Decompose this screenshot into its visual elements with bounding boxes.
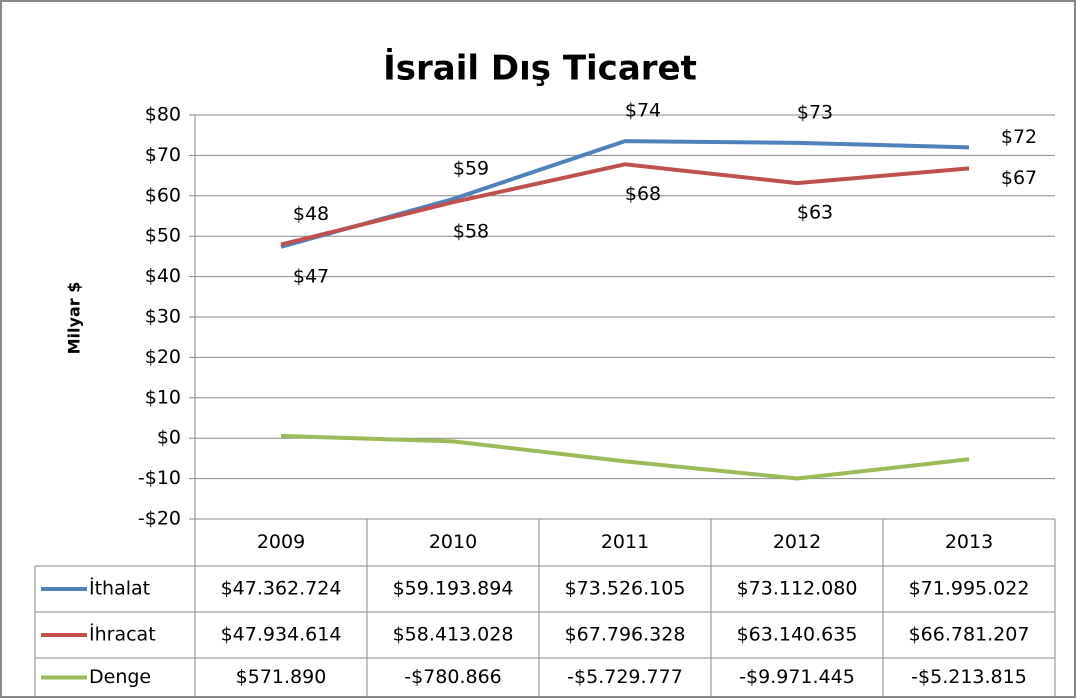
table-cell: $59.193.894 [393,578,514,600]
data-label: $48 [293,203,329,225]
line-series [280,433,970,481]
y-tick-label: $80 [145,104,181,126]
data-label: $47 [293,265,329,287]
data-label: $58 [453,221,489,243]
table-cell: $571.890 [236,666,327,688]
y-tick-label: -$20 [138,508,181,530]
table-cell: $67.796.328 [565,624,686,646]
table-cell: $71.995.022 [909,578,1030,600]
x-tick-label: 2012 [773,531,821,553]
line-series [280,162,970,247]
table-cell: $47.934.614 [221,624,342,646]
data-label: $63 [797,202,833,224]
x-tick-label: 2013 [945,531,993,553]
x-tick-label: 2011 [601,531,649,553]
table-cell: -$5.213.815 [911,666,1027,688]
legend-label: İhracat [89,623,156,646]
x-tick-label: 2010 [429,531,477,553]
chart-title: İsrail Dış Ticaret [383,48,697,89]
table-cell: -$5.729.777 [567,666,683,688]
y-tick-label: $20 [145,346,181,368]
x-tick-label: 2009 [257,531,305,553]
y-tick-label: $40 [145,265,181,287]
data-label: $67 [1001,167,1037,189]
table-cell: $58.413.028 [393,624,514,646]
y-tick-label: -$10 [138,467,181,489]
y-tick-label: $0 [157,427,181,449]
table-cell: $66.781.207 [909,624,1030,646]
data-label: $74 [625,100,661,122]
data-label: $59 [453,158,489,180]
table-cell: -$9.971.445 [739,666,855,688]
data-label: $73 [797,101,833,123]
table-cell: $73.526.105 [565,578,686,600]
y-tick-label: $30 [145,306,181,328]
y-tick-label: $60 [145,184,181,206]
table-cell: -$780.866 [404,666,502,688]
legend-label: İthalat [89,577,150,600]
y-tick-label: $70 [145,144,181,166]
y-tick-label: $50 [145,225,181,247]
legend-label: Denge [89,666,151,688]
table-cell: $73.112.080 [737,578,858,600]
data-label: $68 [625,183,661,205]
table-cell: $63.140.635 [737,624,858,646]
table-cell: $47.362.724 [221,578,342,600]
y-tick-label: $10 [145,386,181,408]
data-label: $72 [1001,126,1037,148]
y-axis-label: Milyar $ [65,282,84,355]
